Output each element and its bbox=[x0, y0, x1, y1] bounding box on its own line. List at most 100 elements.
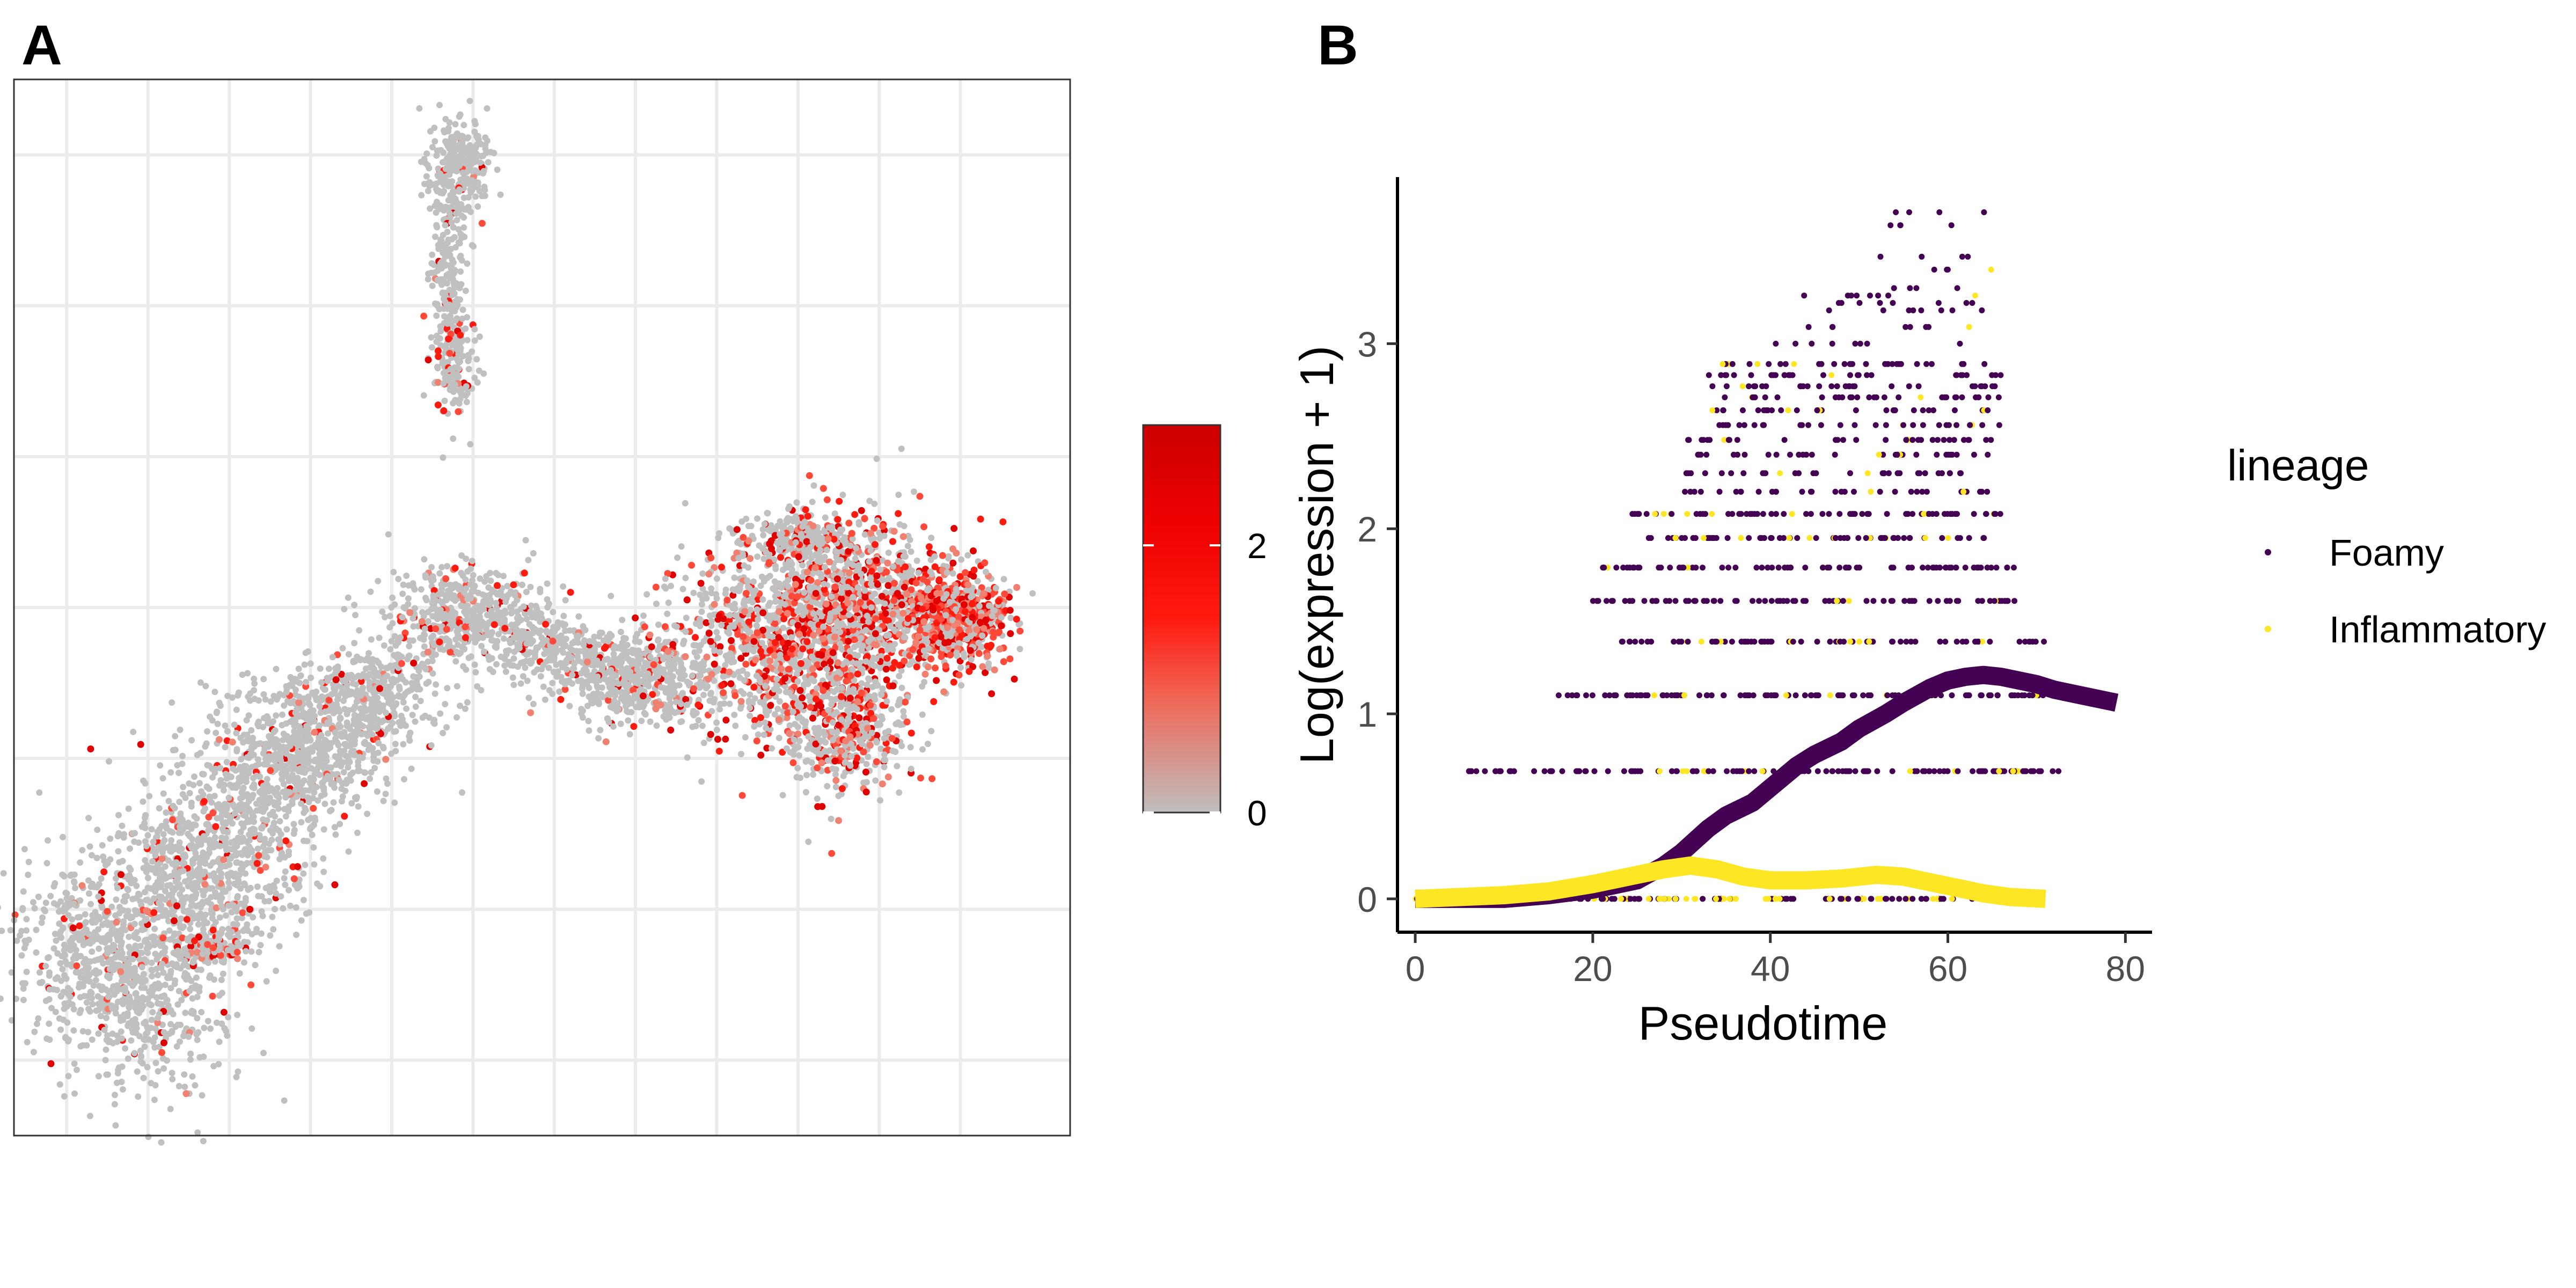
umap-point bbox=[280, 737, 287, 743]
umap-point bbox=[471, 375, 478, 381]
umap-point bbox=[140, 798, 147, 805]
umap-point bbox=[429, 344, 435, 351]
umap-point bbox=[228, 814, 235, 821]
umap-point bbox=[320, 784, 327, 791]
umap-point bbox=[585, 718, 592, 724]
umap-point bbox=[684, 754, 691, 761]
umap-point bbox=[175, 770, 182, 777]
umap-point bbox=[120, 834, 127, 841]
umap-point bbox=[70, 1006, 77, 1013]
umap-point bbox=[645, 662, 652, 669]
umap-point bbox=[215, 1060, 222, 1067]
umap-point bbox=[433, 338, 440, 345]
umap-point bbox=[446, 145, 453, 152]
umap-point bbox=[175, 1082, 182, 1089]
umap-point bbox=[247, 697, 254, 704]
umap-point bbox=[464, 336, 471, 343]
umap-point bbox=[194, 1015, 201, 1022]
umap-point bbox=[283, 689, 290, 696]
umap-point bbox=[228, 839, 235, 846]
umap-point bbox=[439, 204, 446, 211]
umap-point bbox=[304, 794, 311, 801]
umap-point bbox=[613, 645, 620, 652]
umap-point bbox=[450, 224, 457, 231]
umap-point bbox=[79, 1028, 86, 1035]
umap-point bbox=[556, 688, 563, 695]
umap-point bbox=[263, 783, 270, 790]
umap-point bbox=[209, 992, 216, 1000]
umap-point bbox=[311, 729, 318, 736]
umap-point bbox=[233, 706, 240, 713]
umap-point bbox=[181, 948, 188, 955]
umap-point bbox=[202, 887, 209, 894]
umap-point bbox=[277, 753, 284, 760]
umap-point bbox=[106, 758, 112, 765]
umap-point bbox=[464, 568, 471, 575]
umap-point bbox=[598, 684, 605, 691]
umap-point bbox=[163, 874, 170, 881]
umap-point bbox=[641, 623, 648, 631]
umap-point bbox=[52, 931, 58, 938]
umap-point bbox=[440, 598, 447, 605]
umap-point bbox=[542, 620, 550, 628]
umap-point bbox=[203, 919, 210, 926]
umap-point bbox=[244, 731, 251, 738]
umap-point bbox=[248, 1025, 255, 1032]
umap-point bbox=[171, 917, 178, 925]
umap-point bbox=[418, 192, 425, 199]
umap-point bbox=[178, 915, 185, 922]
umap-point bbox=[101, 1027, 108, 1034]
umap-point bbox=[234, 1012, 241, 1019]
umap-point bbox=[225, 773, 232, 779]
umap-point bbox=[177, 823, 183, 830]
umap-point bbox=[210, 1063, 217, 1070]
umap-point bbox=[120, 898, 127, 905]
umap-point bbox=[471, 326, 478, 333]
umap-point bbox=[306, 702, 313, 708]
umap-point bbox=[290, 821, 297, 828]
umap-point bbox=[274, 737, 281, 744]
umap-point bbox=[502, 610, 508, 617]
umap-point bbox=[152, 1025, 159, 1032]
umap-point bbox=[440, 231, 447, 238]
umap-point bbox=[307, 660, 314, 667]
umap-point bbox=[406, 687, 413, 694]
umap-point bbox=[265, 714, 271, 721]
umap-point bbox=[439, 360, 446, 367]
umap-point bbox=[35, 894, 42, 901]
umap-point bbox=[296, 724, 303, 731]
umap-point bbox=[491, 621, 498, 628]
umap-point bbox=[107, 835, 114, 842]
umap-point bbox=[602, 738, 610, 745]
umap-point bbox=[83, 999, 90, 1006]
umap-point bbox=[451, 381, 458, 388]
umap-point bbox=[655, 647, 661, 654]
umap-point bbox=[148, 826, 155, 833]
umap-point bbox=[189, 1073, 196, 1080]
umap-point bbox=[331, 881, 339, 889]
umap-point bbox=[95, 1030, 102, 1037]
umap-point bbox=[399, 676, 406, 683]
umap-point bbox=[554, 619, 561, 626]
umap-point bbox=[480, 648, 487, 655]
umap-point bbox=[219, 970, 226, 977]
umap-point bbox=[375, 577, 382, 584]
umap-point bbox=[757, 751, 765, 759]
umap-point bbox=[185, 1033, 192, 1040]
umap-point bbox=[352, 612, 359, 619]
umap-point bbox=[427, 205, 434, 212]
umap-point bbox=[186, 780, 193, 787]
umap-point bbox=[24, 1038, 31, 1045]
umap-point bbox=[753, 737, 760, 745]
umap-point bbox=[474, 635, 481, 642]
umap-point bbox=[320, 826, 327, 833]
umap-point bbox=[497, 653, 504, 660]
umap-point bbox=[580, 623, 587, 630]
umap-point bbox=[436, 638, 443, 646]
umap-point bbox=[591, 652, 597, 658]
umap-point bbox=[645, 671, 652, 678]
umap-point bbox=[182, 1009, 189, 1016]
umap-point bbox=[218, 903, 225, 910]
umap-point bbox=[450, 371, 457, 378]
umap-point bbox=[226, 781, 233, 788]
